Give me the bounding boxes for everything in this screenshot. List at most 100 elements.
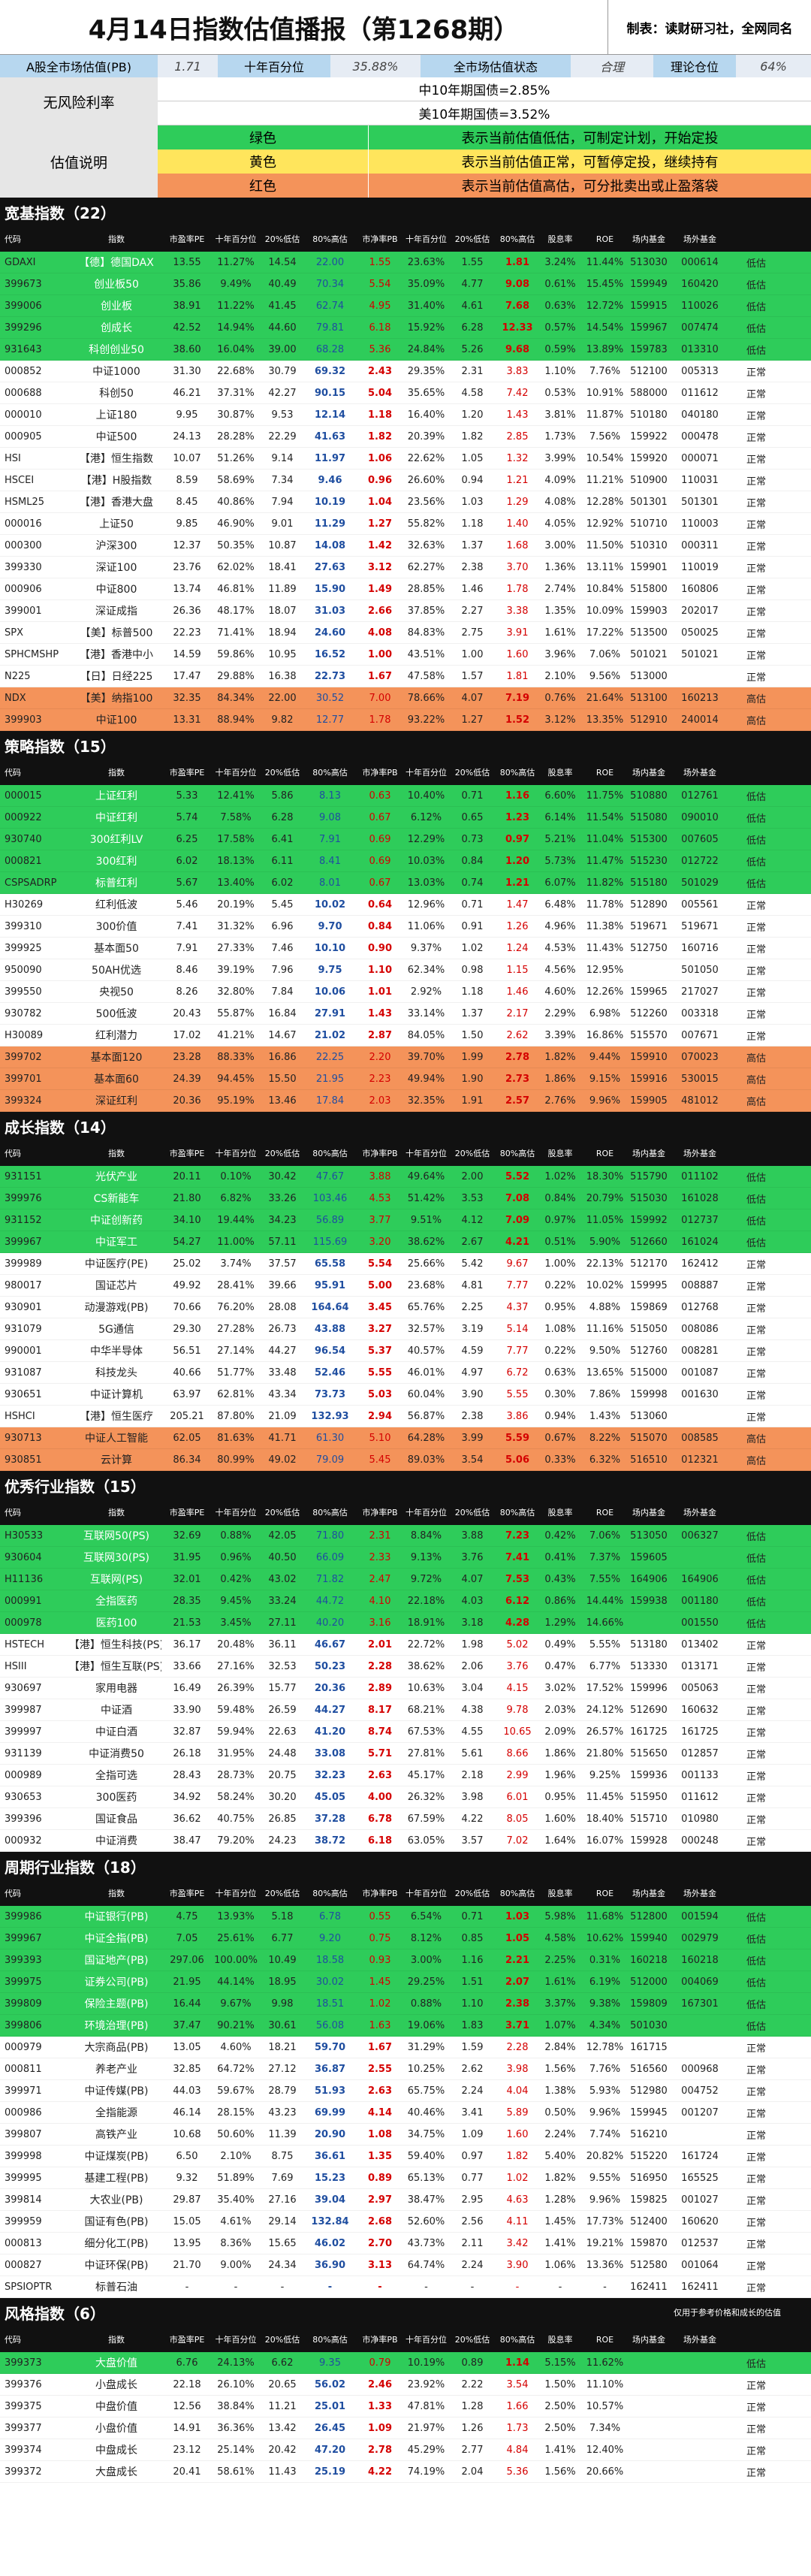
column-header-pb-high80: 80%高估 (499, 1889, 535, 1898)
cell-pe: 13.55 (173, 256, 201, 268)
cell-code: 399373 (5, 2357, 42, 2369)
table-row: 399976 CS新能车 21.80 6.82% 33.26 103.46 4.53 51.4… (0, 1188, 811, 1209)
cell-pb: 5.45 (369, 1454, 391, 1466)
cell-pb-low20: 0.73 (461, 833, 484, 845)
cell-etf-code: 515080 (630, 811, 668, 823)
cell-valuation-status: 正常 (746, 2086, 766, 2098)
cell-roe: 7.76% (589, 365, 621, 377)
cell-code: 930901 (5, 1301, 42, 1313)
cell-name: 大宗商品(PB) (84, 2042, 149, 2054)
cell-roe: 6.98% (589, 1007, 621, 1019)
pb-value: 1.71 (158, 55, 218, 77)
cell-fund-code: 000248 (681, 1835, 719, 1847)
cell-pe-low20: 7.46 (271, 942, 294, 954)
cell-dividend-yield: 4.09% (544, 474, 576, 486)
cell-pe: 22.23 (173, 627, 201, 639)
cell-fund-code: 013171 (681, 1660, 719, 1672)
cell-pe-percentile: 18.13% (217, 855, 255, 867)
cell-pe: 38.60 (173, 343, 201, 355)
cell-valuation-status: 正常 (746, 519, 766, 531)
cell-pe-low20: 6.62 (271, 2357, 294, 2369)
cell-roe: 7.86% (589, 1388, 621, 1400)
cell-dividend-yield: 4.05% (544, 518, 576, 530)
cell-etf-code: 161725 (630, 1726, 668, 1738)
cell-pb: 0.89 (367, 2172, 393, 2184)
cell-pb-high80: 1.52 (505, 714, 530, 726)
column-header-roe: ROE (595, 1888, 614, 1898)
cell-valuation-status: 正常 (746, 1412, 766, 1424)
cell-code: 399550 (5, 986, 42, 998)
cell-code: 399372 (5, 2466, 42, 2478)
cell-dividend-yield: 0.30% (544, 1388, 576, 1400)
cell-pb-low20: 1.82 (461, 430, 484, 442)
cell-pe: 8.46 (176, 964, 198, 976)
cell-pe-percentile: 39.19% (217, 964, 255, 976)
cell-roe: 7.74% (589, 2128, 621, 2140)
cell-pe: 33.66 (173, 1660, 201, 1672)
cell-pb: 0.75 (369, 1932, 391, 1944)
cell-code: 930851 (5, 1454, 42, 1466)
column-header-name: 指数 (108, 1889, 125, 1898)
cell-pe: 5.33 (176, 790, 198, 802)
cell-pb: 1.55 (369, 256, 391, 268)
column-header-etf-code: 场内基金 (632, 2335, 665, 2345)
section-title-text: 成长指数（14） (5, 1118, 116, 1137)
cell-pb: 1.00 (367, 648, 393, 660)
cell-pb-high80: 2.17 (506, 1007, 529, 1019)
cell-pb-low20: 0.94 (461, 474, 484, 486)
cell-pb-high80: 4.15 (506, 1682, 529, 1694)
cell-code: 399989 (5, 1258, 42, 1270)
cell-pe-percentile: 41.21% (217, 1029, 255, 1041)
cell-dividend-yield: 1.56% (544, 2063, 576, 2075)
cell-pe-low20: 5.18 (271, 1910, 294, 1922)
cell-name: 【港】香港中小 (80, 649, 153, 661)
cell-etf-code: 159901 (630, 561, 668, 573)
cell-pb-low20: 2.75 (461, 627, 484, 639)
cell-pe-low20: 20.65 (268, 2378, 297, 2390)
cell-roe: 7.56% (589, 430, 621, 442)
cell-pb-percentile: 35.65% (407, 387, 445, 399)
legend-color-name: 红色 (158, 174, 369, 198)
cell-pe-high80: 12.77 (315, 714, 345, 726)
cell-valuation-status: 正常 (746, 2282, 766, 2294)
cell-pe-low20: 24.48 (268, 1747, 297, 1759)
cell-fund-code: 217027 (681, 986, 719, 998)
cell-pe-high80: 45.05 (314, 1791, 346, 1803)
cell-pb-low20: 1.46 (461, 583, 484, 595)
column-header-etf-code: 场内基金 (632, 768, 665, 778)
cell-code: 000986 (5, 2106, 42, 2118)
cell-pe-low20: 22.63 (268, 1726, 297, 1738)
cell-name: 大农业(PB) (89, 2194, 143, 2206)
cell-fund-code: 013402 (681, 1638, 719, 1650)
column-header-row: 代码 指数 市盈率PE 十年百分位 20%低估 80%高估 市净率PB 十年百分位 20%低估 8… (0, 1140, 811, 1166)
cell-code: HSIII (5, 1660, 27, 1672)
cell-pe-low20: 21.09 (268, 1410, 297, 1422)
cell-code: 399967 (5, 1236, 42, 1248)
cell-etf-code (626, 2439, 671, 2460)
column-header-pe-high80: 80%高估 (312, 2335, 348, 2345)
cell-pb-percentile: 55.82% (407, 518, 445, 530)
cell-pe-high80: 20.90 (314, 2128, 346, 2140)
cell-pb-low20: 4.12 (461, 1214, 484, 1226)
column-header-pe-percentile: 十年百分位 (215, 1508, 257, 1518)
cell-code: 399807 (5, 2128, 42, 2140)
cell-pb-low20: 1.37 (461, 539, 484, 551)
cell-pe: 49.92 (173, 1279, 201, 1291)
table-row: H30269 红利低波 5.46 20.19% 5.45 10.02 0.64 12.96% 0… (0, 894, 811, 916)
table-row: 399995 基建工程(PB) 9.32 51.89% 7.69 15.23 0.89 65.… (0, 2167, 811, 2189)
table-row: 399006 创业板 38.91 11.22% 41.45 62.74 4.95 31.40%… (0, 295, 811, 317)
cell-pb-percentile: 12.96% (407, 898, 445, 911)
cell-valuation-status: 低估 (746, 1977, 766, 1989)
column-header-pb-percentile: 十年百分位 (406, 768, 447, 778)
cell-etf-code: 159922 (630, 430, 668, 442)
cell-pe-high80: 9.46 (318, 474, 342, 486)
cell-pe-high80: 37.28 (314, 1813, 346, 1825)
cell-pb: 1.08 (367, 2128, 393, 2140)
cell-code: 399971 (5, 2085, 42, 2097)
cell-code: GDAXI (5, 256, 36, 268)
cell-pe-percentile: 28.73% (217, 1769, 255, 1781)
cell-pb-low20: 1.00 (461, 648, 484, 660)
cell-pb: 4.14 (367, 2106, 393, 2118)
column-header-pb-percentile: 十年百分位 (406, 234, 447, 244)
table-row: 399997 中证白酒 32.87 59.94% 22.63 41.20 8.74 67.53… (0, 1721, 811, 1743)
